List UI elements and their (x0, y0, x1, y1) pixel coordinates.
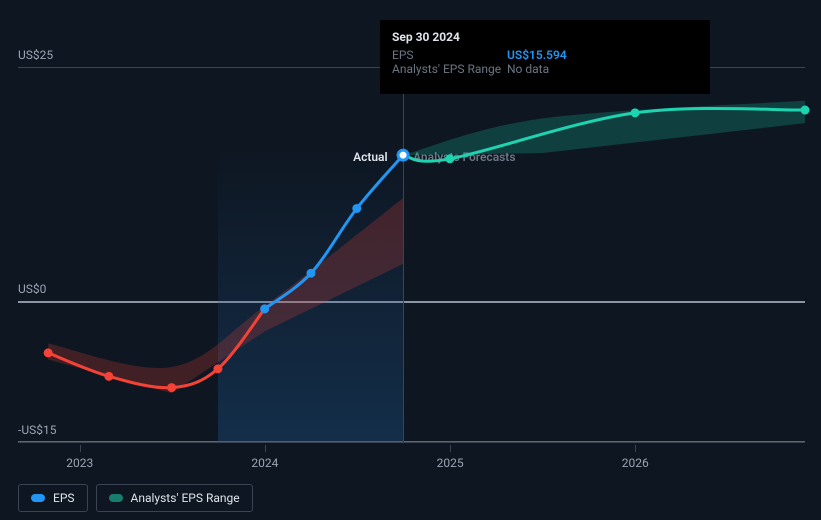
tooltip-value: No data (507, 62, 549, 76)
tooltip-key: EPS (392, 48, 507, 62)
tooltip-value: US$15.594 (507, 48, 567, 62)
tooltip: Sep 30 2024 EPSUS$15.594Analysts' EPS Ra… (380, 20, 710, 94)
eps-chart: { "chart": { "width": 821, "height": 520… (0, 0, 821, 520)
legend-eps[interactable]: EPS (18, 484, 88, 512)
legend-swatch (109, 494, 123, 502)
tooltip-key: Analysts' EPS Range (392, 62, 507, 76)
tooltip-date: Sep 30 2024 (392, 30, 698, 44)
legend-label: Analysts' EPS Range (131, 491, 240, 505)
legend-label: EPS (53, 491, 75, 505)
tooltip-row: Analysts' EPS RangeNo data (392, 62, 698, 76)
legend: EPS Analysts' EPS Range (18, 484, 253, 512)
legend-range[interactable]: Analysts' EPS Range (96, 484, 253, 512)
tooltip-row: EPSUS$15.594 (392, 48, 698, 62)
legend-swatch (31, 494, 45, 502)
